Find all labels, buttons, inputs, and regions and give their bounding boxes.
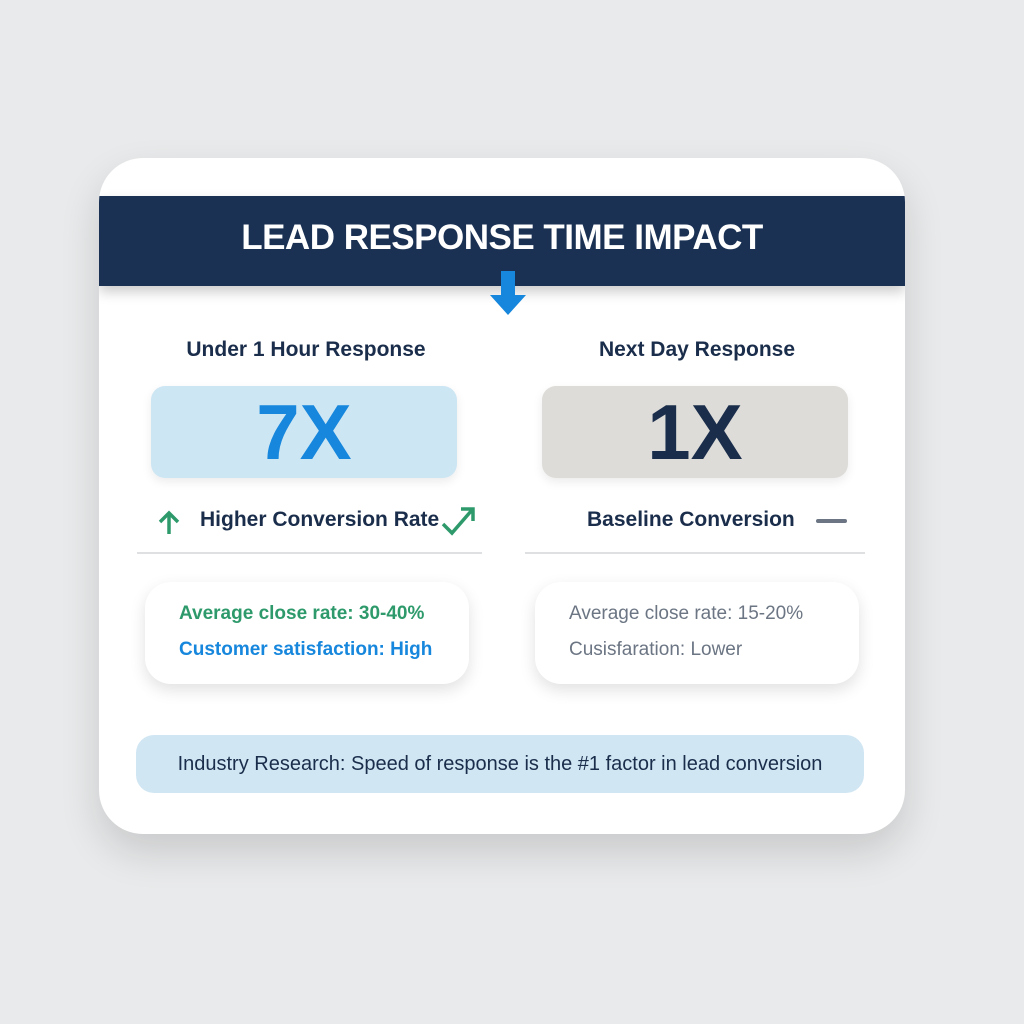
trend-up-icon — [441, 507, 475, 536]
arrow-up-icon — [158, 510, 180, 534]
stat-satisfaction: Customer satisfaction: High — [179, 639, 433, 660]
left-stats-card: Average close rate: 30-40% Customer sati… — [145, 582, 469, 684]
arrow-down-icon — [490, 271, 526, 315]
right-stats-card: Average close rate: 15-20% Cusisfaration… — [535, 582, 859, 684]
stat-close-rate: Average close rate: 30-40% — [179, 603, 425, 624]
left-label: Higher Conversion Rate — [200, 508, 440, 531]
dash-icon — [816, 519, 847, 523]
research-footer: Industry Research: Speed of response is … — [136, 735, 864, 793]
page-title: LEAD RESPONSE TIME IMPACT — [241, 218, 763, 257]
left-heading: Under 1 Hour Response — [186, 338, 426, 361]
right-heading: Next Day Response — [598, 338, 796, 361]
stat-close-rate: Average close rate: 15-20% — [569, 603, 804, 624]
left-multiplier: 7X — [151, 386, 457, 478]
infographic-card: LEAD RESPONSE TIME IMPACT Under 1 Hour R… — [99, 158, 905, 834]
divider — [137, 552, 482, 554]
right-multiplier: 1X — [542, 386, 848, 478]
divider — [525, 552, 865, 554]
right-label: Baseline Conversion — [587, 508, 795, 531]
stat-satisfaction: Cusisfaration: Lower — [569, 639, 743, 660]
